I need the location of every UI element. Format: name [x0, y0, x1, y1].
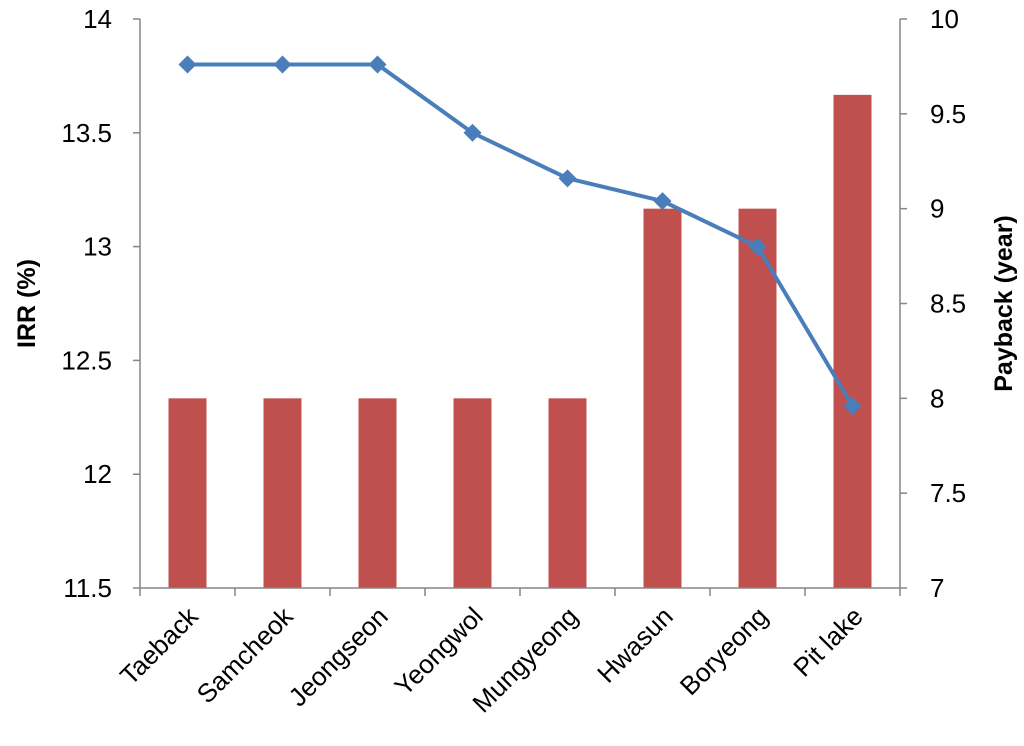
y-tick-label-right: 9.5	[930, 99, 966, 129]
y-axis-title-right: Payback (year)	[990, 215, 1018, 392]
x-tick-label: Yeongwol	[388, 601, 488, 701]
y-tick-label-right: 10	[930, 4, 959, 34]
y-tick-label-right: 9	[930, 194, 944, 224]
axes	[139, 19, 901, 589]
bar	[263, 398, 302, 588]
line-point	[368, 55, 387, 74]
y-tick-label-right: 7	[930, 573, 944, 603]
bar	[358, 398, 397, 588]
bar	[833, 94, 872, 588]
y-tick-label-left: 14	[83, 4, 112, 34]
line-series-path	[187, 62, 855, 407]
y-tick-label-left: 12	[83, 459, 112, 489]
y-tick-label-right: 8	[930, 383, 944, 413]
y-tick-label-left: 13	[83, 232, 112, 262]
line-point	[843, 396, 862, 415]
y-axis-title-left: IRR (%)	[13, 259, 41, 348]
x-tick-label: Hwasun	[591, 601, 679, 689]
x-tick-label: Boryeong	[674, 601, 774, 701]
line-point	[273, 55, 292, 74]
line-point	[463, 123, 482, 142]
bar	[643, 208, 682, 588]
y-tick-label-right: 7.5	[930, 478, 966, 508]
line-point	[178, 55, 197, 74]
bar	[453, 398, 492, 588]
bar-series	[168, 94, 872, 588]
x-tick-label: Taeback	[114, 600, 204, 690]
bar	[168, 398, 207, 588]
x-tick-label: Jeongseon	[283, 601, 394, 712]
y-tick-label-left: 13.5	[61, 118, 112, 148]
axis-ticks	[133, 18, 907, 596]
line-point	[748, 237, 767, 256]
x-tick-label: Pit lake	[787, 601, 869, 683]
line-series	[178, 55, 862, 415]
line-point	[653, 192, 672, 211]
bar	[738, 208, 777, 588]
y-tick-label-left: 12.5	[61, 345, 112, 375]
line-point	[558, 169, 577, 188]
tick-labels: 11.51212.51313.51477.588.599.510TaebackS…	[61, 4, 966, 718]
y-tick-label-right: 8.5	[930, 289, 966, 319]
y-tick-label-left: 11.5	[63, 573, 112, 603]
bar	[548, 398, 587, 588]
